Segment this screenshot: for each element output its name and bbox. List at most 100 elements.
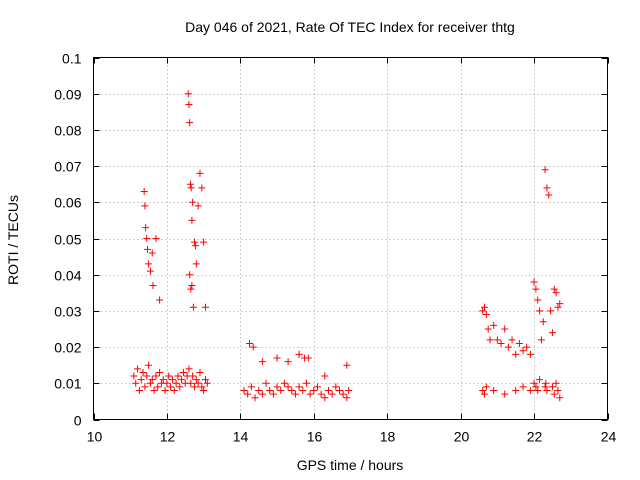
data-point: [186, 119, 194, 127]
x-tick-label: 14: [233, 429, 249, 445]
data-point: [143, 372, 151, 380]
data-point: [537, 336, 545, 344]
y-tick-label: 0.05: [54, 232, 81, 248]
data-point: [552, 289, 560, 297]
data-point: [189, 303, 197, 311]
data-point: [156, 296, 164, 304]
data-point: [146, 379, 154, 387]
data-point: [304, 354, 312, 362]
data-points: [130, 90, 564, 402]
data-point: [284, 358, 292, 366]
axis-ticks: [93, 57, 609, 421]
data-point: [526, 387, 534, 395]
data-point: [187, 184, 195, 192]
data-point: [530, 278, 538, 286]
data-point: [512, 387, 520, 395]
data-point: [148, 249, 156, 257]
data-point: [172, 379, 180, 387]
y-tick-label: 0.09: [54, 87, 81, 103]
data-point: [187, 379, 195, 387]
data-point: [192, 376, 200, 384]
data-point: [200, 387, 208, 395]
data-point: [192, 260, 200, 268]
data-point: [186, 271, 194, 279]
data-point: [258, 390, 266, 398]
x-tick-label: 20: [454, 429, 470, 445]
data-point: [201, 376, 209, 384]
data-point: [145, 361, 153, 369]
data-point: [482, 311, 490, 319]
data-point: [490, 321, 498, 329]
data-point: [321, 394, 329, 402]
data-point: [482, 383, 490, 391]
x-axis-label: GPS time / hours: [297, 457, 404, 473]
data-point: [542, 379, 550, 387]
y-tick-label: 0.04: [54, 268, 81, 284]
data-point: [178, 376, 186, 384]
data-point: [490, 387, 498, 395]
data-point: [479, 387, 487, 395]
data-point: [251, 394, 259, 402]
data-point: [143, 235, 151, 242]
data-point: [135, 387, 143, 395]
data-point: [154, 383, 162, 391]
data-point: [479, 307, 487, 315]
data-point: [246, 339, 254, 347]
data-point: [277, 387, 285, 395]
data-point: [532, 285, 540, 293]
data-point: [530, 379, 538, 387]
data-point: [536, 307, 544, 315]
y-tick-label: 0: [74, 413, 82, 429]
data-point: [130, 372, 138, 380]
data-point: [273, 354, 281, 362]
data-point: [255, 387, 263, 395]
data-point: [159, 376, 167, 384]
data-point: [134, 365, 142, 373]
data-point: [284, 383, 292, 391]
data-point: [194, 202, 202, 210]
data-point: [324, 387, 332, 395]
data-point: [534, 296, 542, 304]
data-point: [185, 365, 193, 373]
data-point: [167, 383, 175, 391]
data-point: [313, 383, 321, 391]
data-point: [198, 184, 206, 192]
data-point: [493, 336, 501, 344]
data-point: [139, 368, 147, 376]
data-point: [192, 242, 200, 250]
data-point: [165, 372, 173, 380]
x-tick-label: 16: [307, 429, 323, 445]
y-tick-label: 0.02: [54, 340, 81, 356]
plot-frame: [93, 57, 608, 420]
data-point: [317, 390, 325, 398]
x-tick-label: 10: [87, 429, 103, 445]
data-point: [501, 390, 509, 398]
data-point: [196, 368, 204, 376]
data-point: [148, 376, 156, 384]
data-point: [501, 325, 509, 333]
chart-title: Day 046 of 2021, Rate Of TEC Index for r…: [185, 19, 515, 35]
x-tick-label: 22: [527, 429, 543, 445]
data-point: [141, 383, 149, 391]
data-point: [545, 191, 553, 199]
data-point: [526, 350, 534, 358]
tick-labels: 10 12 14 16 18 20 22 24 0 0.01 0.02 0.03 0.04 0.05 0.0…: [54, 51, 616, 445]
data-point: [190, 383, 198, 391]
data-point: [554, 387, 562, 395]
data-point: [497, 339, 505, 347]
data-point: [345, 387, 353, 395]
data-point: [152, 235, 160, 242]
data-point: [240, 387, 248, 395]
data-point: [332, 383, 340, 391]
data-point: [515, 339, 523, 347]
data-point: [168, 376, 176, 384]
data-point: [187, 285, 195, 293]
data-point: [150, 387, 158, 395]
data-point: [536, 376, 544, 384]
data-point: [328, 390, 336, 398]
y-axis-label: ROTI / TECUs: [5, 195, 21, 285]
data-point: [291, 390, 299, 398]
data-point: [194, 379, 202, 387]
data-point: [149, 282, 157, 290]
